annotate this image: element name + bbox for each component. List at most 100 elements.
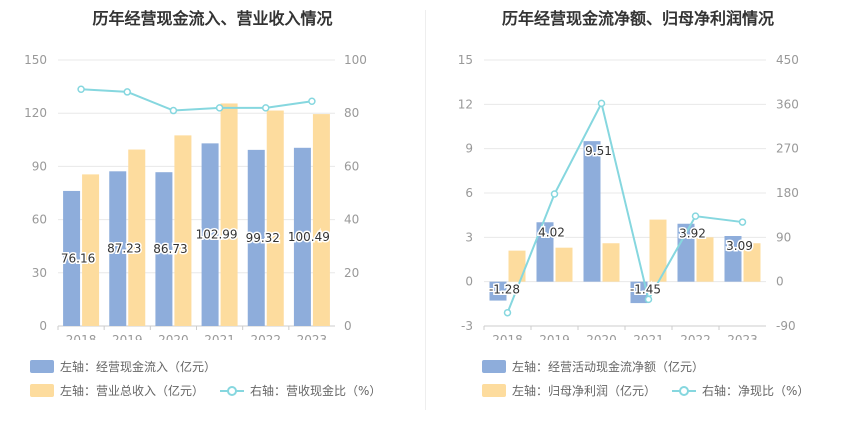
y-right-tick-label: 100 (344, 53, 367, 67)
y-left-tick-label: 3 (465, 230, 473, 244)
legend-item-bar1[interactable]: 左轴：经营现金流入（亿元） (30, 358, 216, 375)
legend-swatch (482, 384, 506, 397)
bar-series1 (155, 172, 173, 326)
line-point (169, 106, 178, 115)
y-right-tick-label: 270 (776, 142, 799, 156)
data-label: 9.51 (585, 144, 612, 158)
y-right-tick-label: 90 (776, 230, 791, 244)
panel-divider (425, 10, 426, 410)
line-point (503, 308, 512, 317)
bar-series1 (583, 141, 601, 282)
y-left-tick-label: 12 (458, 97, 473, 111)
legend-label: 左轴：归母净利润（亿元） (512, 384, 657, 398)
bar-series1 (293, 147, 311, 326)
legend-line-marker-icon (672, 384, 696, 397)
x-tick-label: 2022 (250, 333, 281, 340)
data-label: 99.32 (246, 231, 280, 245)
legend-swatch (30, 360, 54, 373)
data-label: 76.16 (61, 251, 95, 265)
chart-panel-left: 历年经营现金流入、营业收入情况 0 30 60 90 120 150 0 20 40 60 80 10… (24, 9, 381, 399)
bar-series2 (508, 250, 526, 282)
data-label: 3.09 (726, 239, 753, 253)
bar-series1 (109, 171, 127, 326)
y-right-tick-label: 40 (344, 213, 359, 227)
y-left-tick-label: 0 (465, 275, 473, 289)
bar-series2 (128, 149, 146, 326)
data-label: 100.49 (288, 230, 330, 244)
y-left-tick-label: 15 (458, 53, 473, 67)
bar-series2 (266, 110, 284, 326)
legend-item-line[interactable]: 右轴：净现比（%） (672, 382, 809, 399)
line-point (644, 295, 653, 304)
chart-title: 历年经营现金流净额、归母净利润情况 (501, 9, 774, 28)
y-left-tick-label: -3 (461, 319, 473, 333)
line-series (506, 100, 743, 314)
y-right-tick-label: 180 (776, 186, 799, 200)
y-right-tick-label: 450 (776, 53, 799, 67)
x-tick-label: 2023 (297, 333, 328, 340)
x-tick-label: 2020 (586, 333, 617, 340)
line-point (308, 97, 316, 105)
bar-series2 (82, 174, 100, 326)
y-right-tick-label: 20 (344, 266, 359, 280)
legend-item-bar2[interactable]: 左轴：营业总收入（亿元） (30, 382, 204, 399)
x-tick-label: 2019 (112, 333, 143, 340)
legend-swatch (482, 360, 506, 373)
bar-series1 (247, 149, 265, 326)
bar-series1 (63, 190, 81, 326)
bar-series2 (743, 243, 761, 282)
legend-item-bar1[interactable]: 左轴：经营活动现金流净额（亿元） (482, 358, 704, 375)
bar-series2 (649, 219, 667, 282)
y-right-tick-label: 0 (344, 319, 352, 333)
bar-series1 (677, 223, 695, 282)
legend-label: 左轴：经营现金流入（亿元） (60, 360, 217, 374)
line-point (550, 190, 559, 198)
line-series (81, 88, 313, 112)
bar-series2 (312, 114, 330, 326)
y-left-tick-label: 150 (24, 53, 47, 67)
chart-title: 历年经营现金流入、营业收入情况 (92, 9, 333, 28)
bar-series1 (630, 281, 648, 304)
bar-series1 (536, 222, 554, 282)
bar-series1 (724, 236, 742, 282)
chart-panel-right: 历年经营现金流净额、归母净利润情况 -3 0 3 6 9 12 15 -90 0 90 180 270… (426, 0, 850, 437)
bar-series2 (555, 247, 573, 282)
legend-label: 左轴：经营活动现金流净额（亿元） (512, 360, 705, 374)
bar-series2 (696, 237, 714, 282)
y-right-tick-label: 60 (344, 159, 359, 173)
x-tick-label: 2018 (66, 333, 97, 340)
line-point (691, 212, 700, 220)
x-tick-label: 2019 (539, 333, 570, 340)
legend-line-marker-icon (220, 384, 244, 397)
y-left-tick-label: 60 (32, 213, 47, 227)
x-tick-label: 2023 (727, 333, 758, 340)
legend-item-line[interactable]: 右轴：营收现金比（%） (220, 382, 381, 399)
y-left-tick-label: 120 (24, 106, 47, 120)
bar-series2 (174, 135, 192, 326)
data-label: 102.99 (196, 228, 238, 242)
chart-plot-right: -3 0 3 6 9 12 15 -90 0 90 180 270 360 450 2018 2019 2020… (458, 53, 799, 340)
data-label: 3.92 (679, 227, 706, 241)
bar-series1 (201, 143, 219, 326)
legend-label: 左轴：营业总收入（亿元） (60, 384, 205, 398)
y-right-tick-label: -90 (776, 319, 796, 333)
y-left-tick-label: 9 (465, 142, 473, 156)
legend-swatch (30, 384, 54, 397)
x-tick-label: 2021 (633, 333, 664, 340)
y-left-tick-label: 30 (32, 266, 47, 280)
bar-series1 (489, 281, 507, 301)
y-right-tick-label: 360 (776, 97, 799, 111)
line-point (597, 99, 606, 108)
line-point (262, 104, 270, 112)
x-tick-label: 2022 (680, 333, 711, 340)
data-label: -1.28 (489, 283, 520, 297)
y-right-tick-label: 80 (344, 106, 359, 120)
line-point (215, 104, 224, 112)
x-tick-label: 2018 (492, 333, 523, 340)
y-left-tick-label: 90 (32, 159, 47, 173)
legend-item-bar2[interactable]: 左轴：归母净利润（亿元） (482, 382, 656, 399)
data-label: 4.02 (538, 225, 565, 239)
data-label: 87.23 (107, 242, 141, 256)
y-left-tick-label: 0 (39, 319, 47, 333)
bar-series2 (602, 243, 620, 282)
